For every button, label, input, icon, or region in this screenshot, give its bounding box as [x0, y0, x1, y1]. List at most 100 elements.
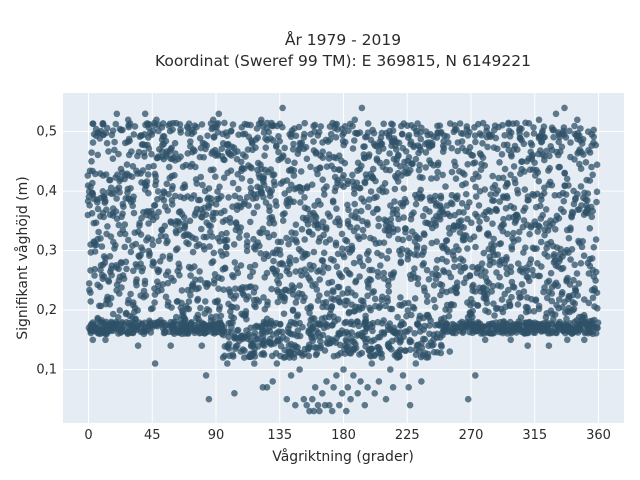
data-point: [221, 119, 228, 127]
data-point: [432, 192, 439, 200]
data-point: [446, 348, 454, 355]
data-point: [469, 281, 477, 289]
data-point: [580, 151, 587, 158]
data-point: [446, 327, 453, 335]
data-point: [340, 366, 347, 373]
data-point: [86, 202, 93, 209]
data-point: [235, 185, 242, 193]
data-point: [238, 124, 246, 131]
data-point: [330, 384, 337, 391]
data-point: [119, 200, 127, 208]
data-point: [526, 326, 534, 333]
data-point: [303, 401, 311, 409]
x-tick-label: 90: [208, 428, 225, 443]
data-point: [201, 246, 208, 253]
data-point: [338, 230, 346, 238]
data-point: [550, 251, 558, 258]
data-point: [577, 183, 585, 190]
data-point: [510, 284, 518, 291]
data-point: [125, 123, 133, 131]
data-point: [395, 215, 402, 223]
data-point: [420, 244, 428, 252]
data-point: [133, 276, 140, 283]
data-point: [447, 273, 455, 281]
data-point: [367, 276, 375, 284]
data-point: [316, 407, 323, 415]
data-point: [178, 330, 186, 338]
data-point: [318, 257, 326, 264]
data-point: [87, 289, 94, 297]
data-point: [190, 192, 198, 199]
data-point: [243, 315, 250, 323]
data-point: [247, 353, 255, 361]
data-point: [438, 343, 445, 350]
data-point: [467, 322, 474, 330]
data-point: [514, 146, 521, 153]
data-point: [118, 284, 125, 291]
data-point: [177, 153, 184, 160]
x-tick-label: 270: [459, 428, 484, 443]
data-point: [277, 342, 285, 350]
data-point: [336, 341, 344, 349]
data-point: [558, 291, 566, 298]
data-point: [430, 296, 438, 304]
data-point: [368, 360, 376, 367]
data-point: [151, 201, 159, 209]
data-point: [333, 120, 341, 128]
data-point: [567, 256, 574, 263]
data-point: [268, 352, 276, 360]
data-point: [336, 221, 343, 229]
data-point: [364, 384, 371, 391]
data-point: [434, 129, 442, 136]
data-point: [292, 401, 299, 409]
data-point: [171, 172, 178, 179]
data-point: [514, 190, 522, 197]
data-point: [545, 277, 553, 285]
data-point: [107, 294, 115, 302]
data-point: [228, 329, 235, 336]
data-point: [423, 298, 431, 306]
data-point: [143, 120, 151, 127]
data-point: [382, 395, 390, 403]
data-point: [490, 300, 497, 308]
data-point: [107, 184, 115, 192]
data-point: [85, 280, 93, 287]
data-point: [405, 234, 413, 242]
data-point: [455, 246, 462, 254]
data-point: [380, 120, 388, 128]
data-point: [421, 322, 429, 330]
data-point: [195, 284, 202, 292]
data-point: [555, 215, 563, 222]
data-point: [487, 208, 494, 215]
data-point: [323, 183, 330, 190]
data-point: [252, 284, 259, 292]
data-point: [433, 238, 441, 245]
data-point: [545, 342, 553, 350]
data-point: [349, 145, 357, 152]
data-point: [183, 305, 191, 312]
data-point: [448, 168, 456, 176]
data-point: [141, 319, 148, 327]
data-point: [417, 135, 425, 143]
data-point: [199, 181, 206, 189]
data-point: [471, 124, 478, 131]
data-point: [584, 190, 592, 197]
data-point: [374, 268, 382, 276]
data-point: [171, 192, 179, 200]
data-point: [521, 168, 528, 175]
data-point: [374, 206, 381, 213]
data-point: [359, 226, 367, 234]
data-point: [196, 325, 203, 332]
data-point: [417, 186, 425, 194]
data-point: [592, 268, 600, 276]
data-point: [146, 129, 154, 136]
data-point: [220, 286, 227, 294]
data-point: [462, 180, 470, 187]
data-point: [350, 345, 357, 353]
data-point: [469, 152, 477, 159]
data-point: [178, 299, 185, 307]
data-point: [466, 272, 474, 280]
data-point: [541, 152, 548, 160]
data-point: [243, 193, 251, 201]
data-point: [186, 217, 194, 225]
